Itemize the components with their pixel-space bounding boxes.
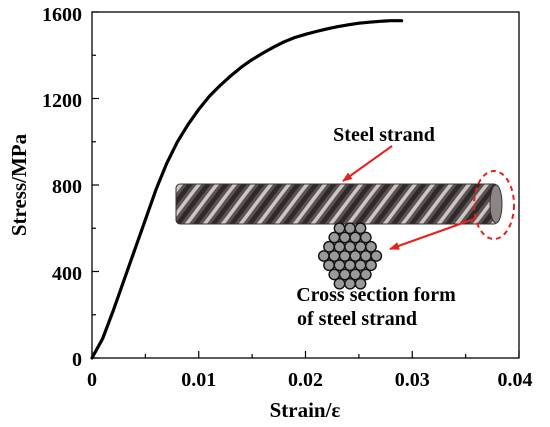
strand-wire bbox=[426, 184, 464, 224]
strand-wire bbox=[300, 184, 338, 224]
strand-wire bbox=[309, 184, 347, 224]
strand-wire bbox=[176, 184, 185, 224]
strand-wire bbox=[228, 184, 266, 224]
strand-wire bbox=[471, 184, 498, 224]
x-tick-labels: 0 0.01 0.02 0.03 0.04 bbox=[87, 369, 533, 391]
strand-wire bbox=[237, 184, 275, 224]
strand-wire bbox=[318, 184, 356, 224]
strand-wire bbox=[417, 184, 455, 224]
stress-strain-curve bbox=[90, 19, 404, 360]
strand-label-arrow bbox=[342, 145, 393, 182]
cross-section-arrow bbox=[389, 218, 475, 250]
axis-ticks bbox=[91, 11, 520, 359]
strand-wire bbox=[219, 184, 257, 224]
strand-wire bbox=[381, 184, 419, 224]
strand-wire bbox=[399, 184, 437, 224]
strand-wire bbox=[246, 184, 284, 224]
y-tick-label-1200: 1200 bbox=[42, 90, 82, 112]
strand-end-highlight bbox=[473, 170, 515, 240]
strand-wire bbox=[527, 182, 550, 226]
y-axis-title: Stress/MPa bbox=[7, 133, 31, 236]
cross-section-label-line-2: of steel strand bbox=[297, 308, 417, 330]
strand-wire bbox=[273, 184, 311, 224]
strand-wire bbox=[453, 184, 491, 224]
cross-section-label-line-1: Cross section form bbox=[296, 284, 456, 306]
cross-section-wire bbox=[365, 240, 377, 253]
strand-wire bbox=[518, 182, 550, 226]
strand-wire bbox=[363, 184, 401, 224]
strand-wire bbox=[255, 184, 293, 224]
strand-wire bbox=[509, 182, 543, 226]
strand-wire bbox=[390, 184, 428, 224]
strand-wire bbox=[131, 182, 165, 226]
strand-wire bbox=[500, 182, 534, 226]
cross-section-wire bbox=[365, 259, 377, 272]
y-tick-labels: 0 400 800 1200 1600 bbox=[42, 4, 82, 371]
strand-wire bbox=[192, 184, 230, 224]
cross-section-image bbox=[317, 222, 383, 290]
strand-wire bbox=[264, 184, 302, 224]
strand-wire bbox=[291, 184, 329, 224]
x-tick-label-0: 0 bbox=[87, 369, 97, 391]
strand-wire bbox=[176, 184, 212, 224]
strand-wire bbox=[176, 184, 203, 224]
x-tick-label-4: 0.04 bbox=[498, 369, 533, 391]
strand-wire bbox=[176, 184, 194, 224]
steel-strand-label: Steel strand bbox=[333, 124, 435, 146]
strand-wire bbox=[201, 184, 239, 224]
strand-wire bbox=[408, 184, 446, 224]
strand-wire bbox=[489, 184, 498, 224]
cross-section-wire bbox=[354, 277, 367, 290]
cross-section-wire bbox=[359, 231, 372, 244]
strand-wire bbox=[183, 184, 221, 224]
strand-wire bbox=[210, 184, 248, 224]
strand-wire bbox=[327, 184, 365, 224]
strand-wire bbox=[444, 184, 482, 224]
cross-section-wire bbox=[370, 250, 383, 262]
strand-wire bbox=[372, 184, 410, 224]
y-tick-label-1600: 1600 bbox=[42, 4, 82, 26]
cross-section-wire bbox=[354, 222, 367, 235]
x-tick-label-1: 0.01 bbox=[181, 369, 216, 391]
steel-strand-image bbox=[131, 182, 550, 226]
cross-section-wire bbox=[359, 268, 372, 281]
strand-wire bbox=[480, 184, 498, 224]
x-axis-title: Strain/ε bbox=[270, 398, 341, 422]
y-tick-label-800: 800 bbox=[52, 176, 82, 198]
x-tick-label-3: 0.03 bbox=[395, 369, 430, 391]
x-tick-label-2: 0.02 bbox=[288, 369, 323, 391]
strand-wire bbox=[435, 184, 473, 224]
y-tick-label-400: 400 bbox=[52, 263, 82, 285]
y-tick-label-0: 0 bbox=[72, 349, 82, 371]
strand-wire bbox=[282, 184, 320, 224]
